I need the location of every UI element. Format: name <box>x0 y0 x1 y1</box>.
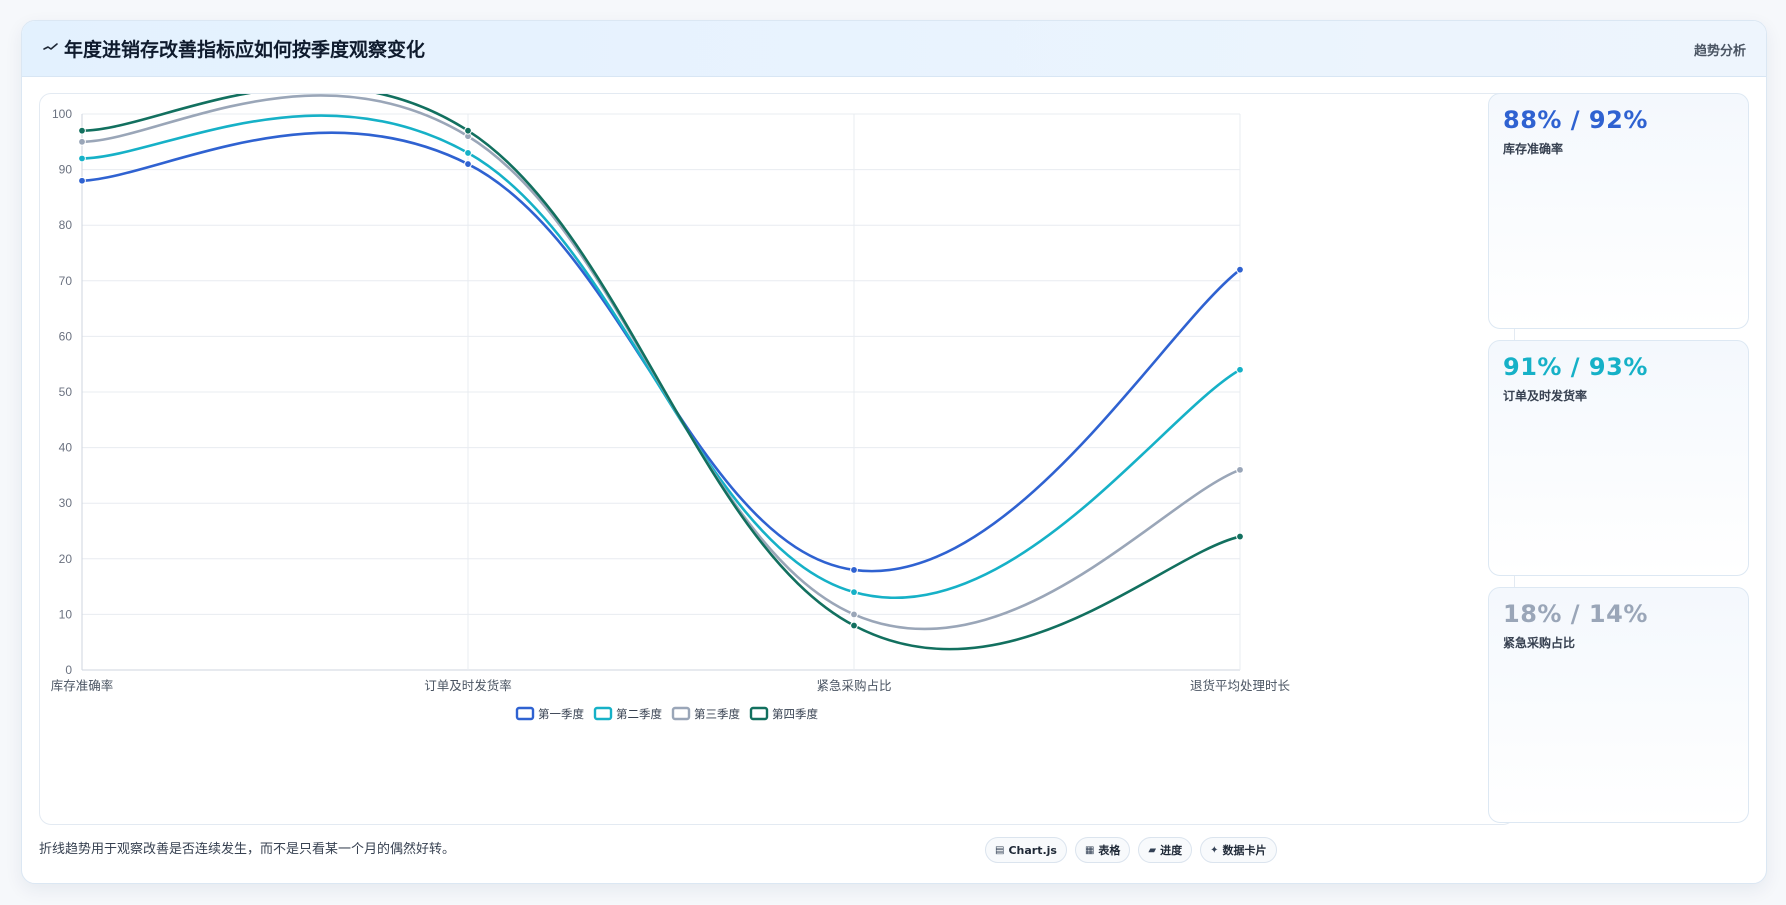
y-tick-label: 30 <box>59 496 73 510</box>
data-point <box>850 610 858 619</box>
kpi-label: 紧急采购占比 <box>1503 636 1576 650</box>
chip-data-card[interactable]: ✦ 数据卡片 <box>1200 837 1277 863</box>
panel-header: 年度进销存改善指标应如何按季度观察变化 趋势分析 <box>22 21 1766 77</box>
x-tick-label: 订单及时发货率 <box>424 678 512 693</box>
kpi-value: 18% / 14% <box>1503 600 1648 628</box>
dashboard-panel: 年度进销存改善指标应如何按季度观察变化 趋势分析 0 10 20 30 40 50 60 70… <box>21 20 1767 884</box>
kpi-value: 91% / 93% <box>1503 353 1648 381</box>
data-point <box>464 126 472 135</box>
series-line-2 <box>81 114 1241 600</box>
legend-label: 第四季度 <box>772 707 818 721</box>
data-point <box>78 126 86 135</box>
kpi-label: 库存准确率 <box>1503 142 1564 156</box>
sparkle-icon: ✦ <box>1210 844 1219 856</box>
data-point <box>464 160 472 168</box>
series-line-3 <box>81 94 1241 631</box>
legend-swatch <box>671 706 691 721</box>
y-tick-label: 50 <box>59 385 73 399</box>
chip-label: 数据卡片 <box>1222 844 1267 857</box>
y-tick-label: 70 <box>59 274 73 288</box>
y-tick-label: 90 <box>59 163 73 177</box>
legend-label: 第三季度 <box>694 707 740 721</box>
legend-label: 第一季度 <box>538 707 584 721</box>
chip-group: ▤ Chart.js ▦ 表格 ▰ 进度 ✦ 数据卡片 <box>985 837 1277 863</box>
data-point <box>1236 532 1244 541</box>
line-chart-card: 0 10 20 30 40 50 60 70 80 90 100 库存准确率 订单及时发货率 紧急采购占比… <box>39 93 1515 825</box>
legend-swatch <box>515 706 535 721</box>
data-point <box>78 137 86 146</box>
x-tick-label: 退货平均处理时长 <box>1190 678 1291 693</box>
kpi-card-urgent-purchase: 18% / 14% 紧急采购占比 <box>1488 587 1749 823</box>
data-point <box>850 588 858 597</box>
series-line-1 <box>81 131 1241 573</box>
progress-icon: ▰ <box>1148 844 1157 856</box>
trend-icon <box>43 43 58 50</box>
x-tick-label: 库存准确率 <box>51 678 114 693</box>
y-tick-label: 0 <box>65 663 72 677</box>
table-icon: ▦ <box>1084 844 1095 856</box>
chip-label: 表格 <box>1098 844 1121 857</box>
data-point <box>1236 465 1244 474</box>
data-point <box>464 149 472 157</box>
line-chart: 0 10 20 30 40 50 60 70 80 90 100 库存准确率 订单及时发货率 紧急采购占比… <box>51 94 1291 721</box>
kpi-label: 订单及时发货率 <box>1503 389 1588 403</box>
y-tick-label: 100 <box>52 107 72 121</box>
data-point <box>78 154 86 163</box>
footer-note: 折线趋势用于观察改善是否连续发生，而不是只看某一个月的偶然好转。 <box>39 842 456 857</box>
chip-progress[interactable]: ▰ 进度 <box>1138 837 1193 863</box>
legend-swatch <box>749 706 769 721</box>
chip-chartjs[interactable]: ▤ Chart.js <box>985 837 1067 863</box>
kpi-card-order-ontime: 91% / 93% 订单及时发货率 <box>1488 340 1749 576</box>
kpi-value: 88% / 92% <box>1503 106 1648 134</box>
chart-icon: ▤ <box>995 844 1005 856</box>
chip-label: Chart.js <box>1008 843 1057 857</box>
page-title: 年度进销存改善指标应如何按季度观察变化 <box>64 39 426 61</box>
data-point <box>1236 365 1244 374</box>
trend-analysis-tag: 趋势分析 <box>1693 44 1746 59</box>
y-tick-label: 60 <box>59 329 73 343</box>
legend-swatch <box>593 706 613 721</box>
data-point <box>850 566 858 574</box>
chip-label: 进度 <box>1160 844 1183 857</box>
y-tick-label: 10 <box>59 607 73 621</box>
chip-table[interactable]: ▦ 表格 <box>1074 837 1131 863</box>
series-line-4 <box>81 94 1241 651</box>
y-tick-label: 40 <box>59 441 73 455</box>
y-tick-label: 80 <box>59 218 73 232</box>
x-tick-label: 紧急采购占比 <box>816 678 891 693</box>
kpi-card-inventory-accuracy: 88% / 92% 库存准确率 <box>1488 93 1749 329</box>
legend-label: 第二季度 <box>616 707 662 721</box>
data-point <box>78 176 86 185</box>
y-tick-label: 20 <box>59 552 73 566</box>
data-point <box>850 621 858 630</box>
data-point <box>1236 265 1244 274</box>
